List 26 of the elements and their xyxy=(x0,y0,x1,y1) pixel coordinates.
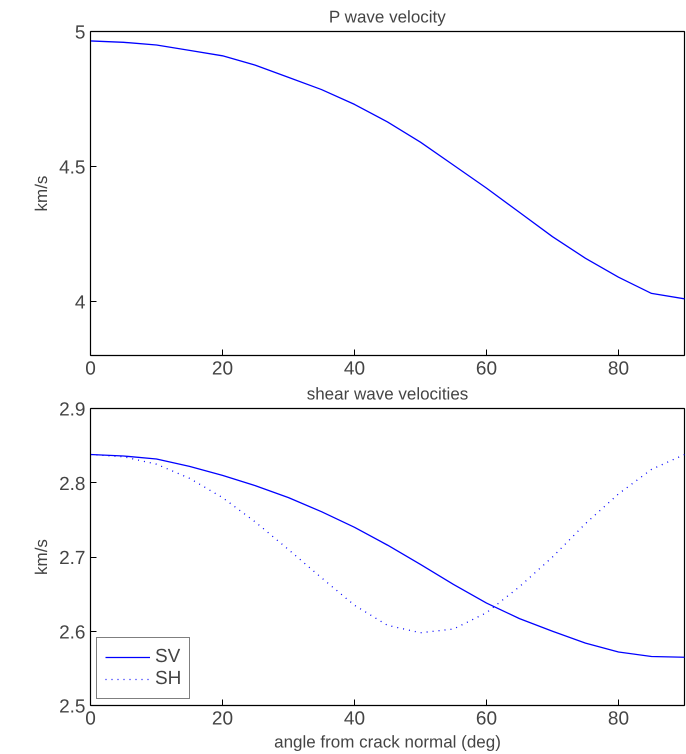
y-tick-label: 2.5 xyxy=(59,696,86,718)
y-tick-label: 5 xyxy=(74,22,86,44)
x-tick-label: 0 xyxy=(85,358,96,380)
legend-label: SV xyxy=(155,646,180,668)
x-tick-label: 40 xyxy=(344,358,366,380)
x-tick-label: 0 xyxy=(85,708,96,730)
y-axis-title: km/s xyxy=(32,539,52,575)
x-tick-label: 80 xyxy=(608,708,630,730)
legend-label: SH xyxy=(155,668,182,690)
x-tick-label: 60 xyxy=(476,358,498,380)
x-tick-label: 20 xyxy=(212,358,234,380)
chart-title: P wave velocity xyxy=(328,8,446,26)
y-tick-label: 2.7 xyxy=(59,548,86,569)
x-tick-label: 20 xyxy=(212,708,234,730)
y-tick-label: 2.6 xyxy=(59,622,86,644)
x-axis-title: angle from crack normal (deg) xyxy=(274,732,501,752)
y-axis-title: km/s xyxy=(32,176,52,212)
chart-title: shear wave velocities xyxy=(306,384,468,404)
y-tick-label: 4 xyxy=(74,292,86,314)
x-tick-label: 40 xyxy=(344,708,366,730)
y-tick-label: 4.5 xyxy=(59,158,86,178)
x-tick-label: 80 xyxy=(608,358,630,380)
y-tick-label: 2.8 xyxy=(59,474,86,495)
y-tick-label: 2.9 xyxy=(59,400,86,420)
line-series xyxy=(90,40,684,300)
x-tick-label: 60 xyxy=(476,708,498,730)
